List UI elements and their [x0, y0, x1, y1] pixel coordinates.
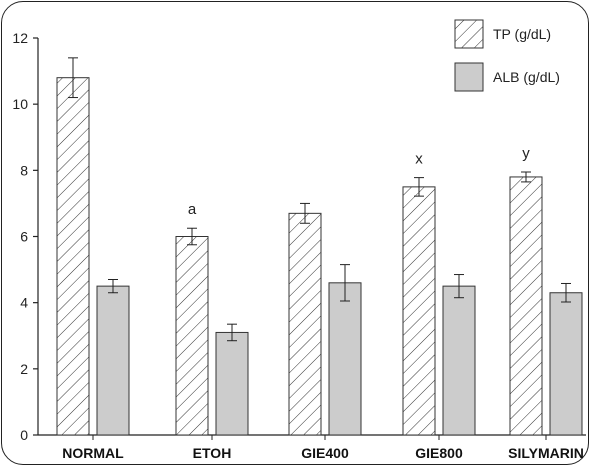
y-tick-label: 2 [20, 361, 28, 377]
legend: TP (g/dL) ALB (g/dL) [454, 19, 560, 92]
x-tick-label: GIE400 [301, 445, 349, 461]
bar-tp-silymarin [509, 176, 543, 436]
bar-tp-gie400 [288, 212, 322, 436]
y-tick-label: 4 [20, 295, 28, 311]
y-tick-label: 10 [12, 96, 28, 112]
y-tick-label: 12 [12, 30, 28, 46]
y-tick-label: 6 [20, 229, 28, 245]
legend-label: TP (g/dL) [493, 26, 551, 42]
bars: a x y [56, 57, 583, 436]
x-tick-label: NORMAL [62, 445, 124, 461]
significance-label: a [188, 201, 197, 218]
bar-alb-normal [96, 285, 130, 436]
bar-tp-etoh [175, 236, 209, 436]
significance-label: x [415, 151, 423, 168]
bar-alb-silymarin [549, 292, 583, 436]
bar-alb-gie400 [328, 282, 362, 436]
bar-tp-normal [56, 77, 90, 436]
significance-label: y [522, 145, 530, 162]
y-tick-label: 0 [20, 427, 28, 443]
legend-label: ALB (g/dL) [493, 69, 560, 85]
y-tick-label: 8 [20, 162, 28, 178]
legend-swatch [454, 62, 484, 92]
legend-swatch [454, 19, 484, 49]
bar-alb-etoh [215, 331, 249, 436]
bar-alb-gie800 [442, 285, 476, 436]
bar-tp-gie800 [402, 186, 436, 436]
x-tick-label: SILYMARIN [508, 445, 584, 461]
x-tick-label: GIE800 [415, 445, 463, 461]
x-tick-label: ETOH [193, 445, 232, 461]
